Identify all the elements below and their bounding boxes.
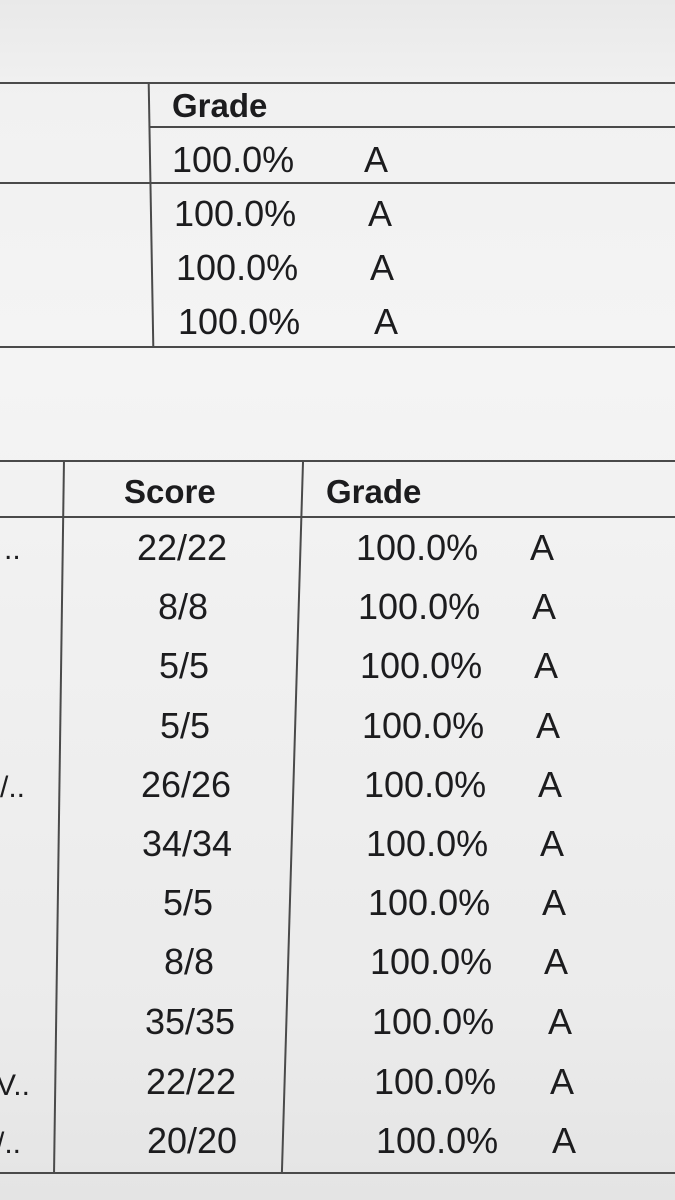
table2-row-1-score: 22/22	[136, 527, 228, 568]
table1-bottom-border	[0, 346, 675, 348]
table2-row-2-percent: 100.0%	[358, 586, 481, 627]
table1-row-4-letter: A	[374, 301, 399, 342]
table2-row-5-letter: A	[538, 764, 563, 805]
table2-row-11-name-tail: /..	[0, 1127, 22, 1160]
table2-row-8-score: 8/8	[163, 941, 215, 982]
table2-row-6-percent: 100.0%	[366, 823, 489, 864]
table2-row-7-letter: A	[542, 882, 567, 923]
table2-row-10-letter: A	[550, 1061, 575, 1102]
table2-row-3-letter: A	[534, 645, 559, 686]
table2-row-8-percent: 100.0%	[370, 941, 493, 982]
table2-row-10-percent: 100.0%	[374, 1061, 497, 1102]
table2-row-4-percent: 100.0%	[362, 705, 485, 746]
table1-group-divider	[0, 182, 675, 184]
table1-row-3-letter: A	[370, 247, 395, 288]
table2-row-11-percent: 100.0%	[376, 1120, 499, 1161]
table1-header-divider	[150, 126, 675, 128]
table2-row-7-score: 5/5	[162, 882, 214, 923]
table2-row-9-score: 35/35	[144, 1001, 236, 1042]
table2-row-5-percent: 100.0%	[364, 764, 487, 805]
table2-row-8-letter: A	[544, 941, 569, 982]
table2-row-4-score: 5/5	[159, 705, 211, 746]
table1-row-1-percent: 100.0%	[172, 139, 295, 180]
table2-row-11-letter: A	[552, 1120, 577, 1161]
table1-row-1-letter: A	[364, 139, 389, 180]
table2-bottom-border	[0, 1172, 675, 1174]
table2-row-6-letter: A	[540, 823, 565, 864]
table2-row-9-percent: 100.0%	[372, 1001, 495, 1042]
table1-top-border	[0, 82, 675, 84]
table1-column-divider	[147, 84, 155, 346]
table2-row-5-name-tail: /..	[0, 771, 26, 804]
table2-grade-header: Grade	[326, 473, 422, 510]
table2-row-1-letter: A	[530, 527, 555, 568]
table2-score-header: Score	[124, 473, 216, 510]
table1-grade-header: Grade	[172, 87, 268, 124]
table2-row-1-percent: 100.0%	[356, 527, 479, 568]
table1-row-3-percent: 100.0%	[176, 247, 299, 288]
table1-row-4-percent: 100.0%	[178, 301, 301, 342]
table2-row-9-letter: A	[548, 1001, 573, 1042]
table2-header-divider	[0, 516, 675, 518]
table2-row-7-percent: 100.0%	[368, 882, 491, 923]
table2-row-1-name-tail: ..	[4, 533, 21, 566]
table2-row-10-score: 22/22	[145, 1061, 237, 1102]
table2-row-2-score: 8/8	[157, 586, 209, 627]
table1-row-2-letter: A	[368, 193, 393, 234]
table2-row-2-letter: A	[532, 586, 557, 627]
table2-row-11-score: 20/20	[146, 1120, 238, 1161]
table2-row-5-score: 26/26	[140, 764, 232, 805]
table2-name-score-divider	[53, 462, 65, 1172]
table2-row-4-letter: A	[536, 705, 561, 746]
table2-top-border	[0, 460, 675, 462]
table2-row-3-percent: 100.0%	[360, 645, 483, 686]
table2-score-grade-divider	[280, 462, 304, 1172]
table2-row-3-score: 5/5	[158, 645, 210, 686]
table1-row-2-percent: 100.0%	[174, 193, 297, 234]
table2-row-6-score: 34/34	[141, 823, 233, 864]
table2-row-10-name-tail: V..	[0, 1069, 30, 1102]
